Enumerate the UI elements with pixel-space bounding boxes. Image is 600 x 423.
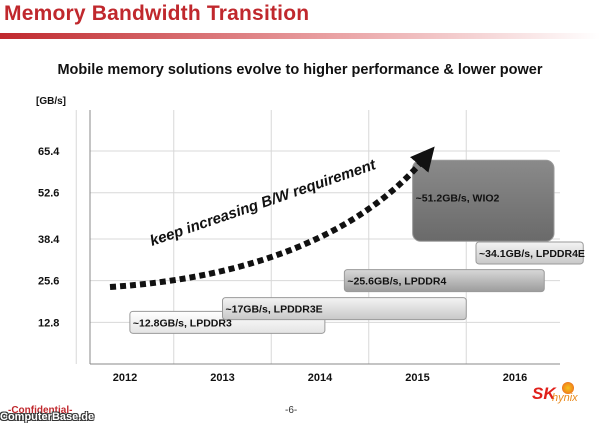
logo-sk: SK bbox=[532, 384, 556, 403]
bar-label: ~12.8GB/s, LPDDR3 bbox=[133, 317, 232, 329]
bar bbox=[343, 269, 545, 293]
bar-label: ~25.6GB/s, LPDDR4 bbox=[347, 276, 446, 288]
watermark: ComputerBase.de bbox=[0, 411, 95, 423]
trend-annotation: keep increasing B/W requirement bbox=[148, 156, 379, 250]
trend-arrow bbox=[109, 146, 435, 290]
x-tick-label: 2015 bbox=[405, 372, 429, 384]
page-number: -6- bbox=[285, 405, 298, 416]
bar-label: ~17GB/s, LPDDR3E bbox=[226, 304, 323, 316]
x-tick-label: 2014 bbox=[308, 372, 333, 384]
chart-subtitle: Mobile memory solutions evolve to higher… bbox=[57, 62, 543, 78]
logo-flower-icon bbox=[562, 382, 574, 394]
slide-title: Memory Bandwidth Transition bbox=[4, 2, 310, 25]
bar bbox=[412, 159, 555, 242]
footer-confidential: -Confidential- bbox=[8, 405, 73, 416]
title-rule bbox=[0, 33, 600, 39]
y-tick-label: 25.6 bbox=[38, 276, 59, 288]
y-tick-label: 52.6 bbox=[38, 188, 59, 200]
y-tick-label: 12.8 bbox=[38, 317, 59, 329]
bar-label: ~34.1GB/s, LPDDR4E bbox=[479, 248, 585, 260]
y-tick-label: 38.4 bbox=[38, 234, 60, 246]
sk-hynix-logo: SK hynix bbox=[506, 382, 598, 422]
logo-hynix: hynix bbox=[552, 392, 578, 404]
bar bbox=[222, 297, 467, 321]
y-axis-unit: [GB/s] bbox=[36, 96, 66, 107]
x-tick-label: 2013 bbox=[210, 372, 234, 384]
bar-label: ~51.2GB/s, WIO2 bbox=[416, 192, 500, 204]
y-tick-label: 65.4 bbox=[38, 146, 60, 158]
x-tick-label: 2016 bbox=[503, 372, 527, 384]
bar bbox=[475, 241, 584, 265]
x-tick-label: 2012 bbox=[113, 372, 137, 384]
